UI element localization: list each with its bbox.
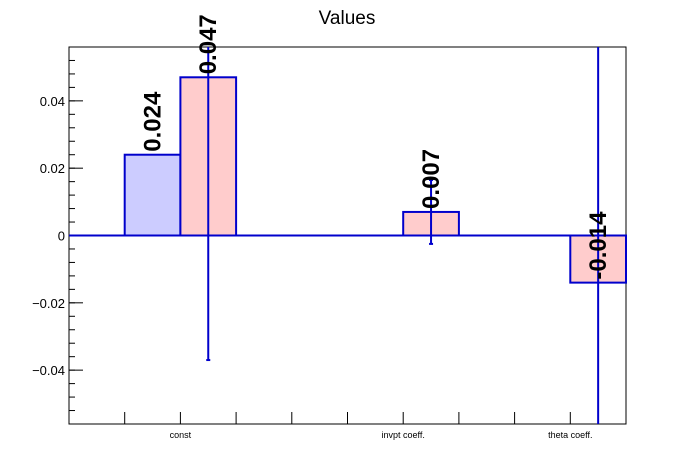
x-category-label: theta coeff. bbox=[548, 430, 592, 440]
y-tick-label: 0 bbox=[58, 229, 65, 244]
error-bars bbox=[206, 47, 600, 424]
x-axis: const invpt coeff. theta coeff. bbox=[124, 412, 592, 440]
chart-title: Values bbox=[319, 8, 376, 29]
y-axis: −0.04 −0.02 0 0.02 0.04 bbox=[32, 46, 83, 425]
bar bbox=[123, 153, 182, 237]
y-tick-label: 0.02 bbox=[40, 161, 65, 176]
bar-value-label: -0.014 bbox=[585, 211, 612, 280]
y-tick-label: −0.02 bbox=[32, 296, 65, 311]
bar-value-label: 0.047 bbox=[195, 14, 222, 74]
y-tick-label: −0.04 bbox=[32, 363, 65, 378]
bar-value-label: 0.007 bbox=[418, 149, 445, 209]
data-labels: 0.024 0.047 0.007 -0.014 bbox=[140, 14, 613, 279]
bar-value-label: 0.024 bbox=[140, 91, 167, 152]
x-category-label: invpt coeff. bbox=[382, 430, 425, 440]
y-tick-label: 0.04 bbox=[40, 94, 65, 109]
x-category-label: const bbox=[170, 430, 192, 440]
bars bbox=[123, 76, 627, 284]
